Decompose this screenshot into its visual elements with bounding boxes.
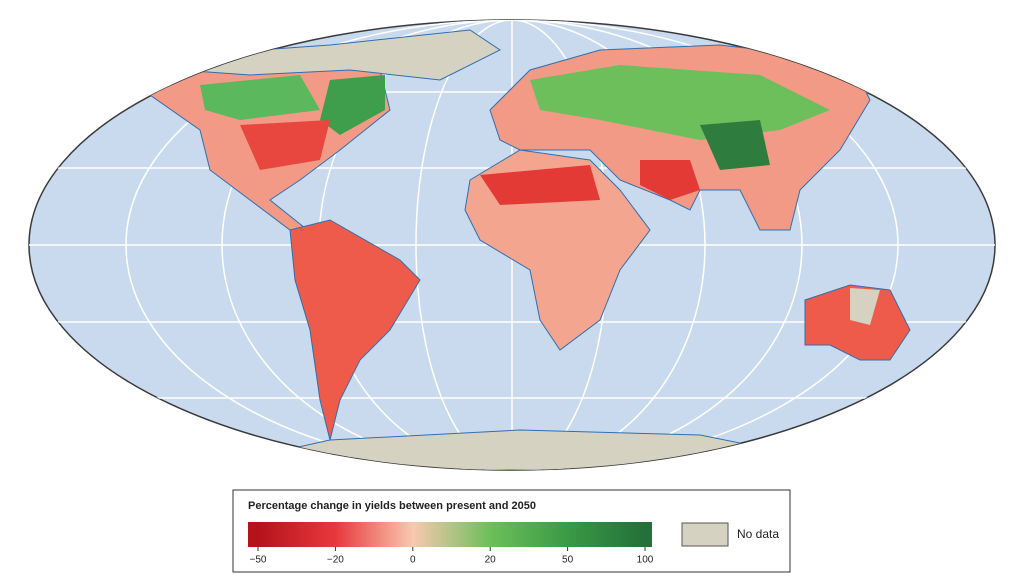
tick-label: 0	[410, 555, 416, 566]
color-bar	[248, 522, 652, 547]
tick-label: −50	[250, 555, 267, 566]
legend-title: Percentage change in yields between pres…	[248, 500, 536, 512]
tick-label: 100	[637, 555, 654, 566]
tick-label: 20	[485, 555, 497, 566]
no-data-swatch	[681, 522, 729, 547]
world-map	[28, 19, 996, 471]
tick-label: −20	[327, 555, 344, 566]
legend: Percentage change in yields between pres…	[232, 489, 791, 573]
no-data-label: No data	[737, 527, 779, 541]
tick-label: 50	[562, 555, 574, 566]
legend-ticks: −50 −20 0 20 50 100	[250, 547, 654, 566]
land	[149, 29, 911, 470]
